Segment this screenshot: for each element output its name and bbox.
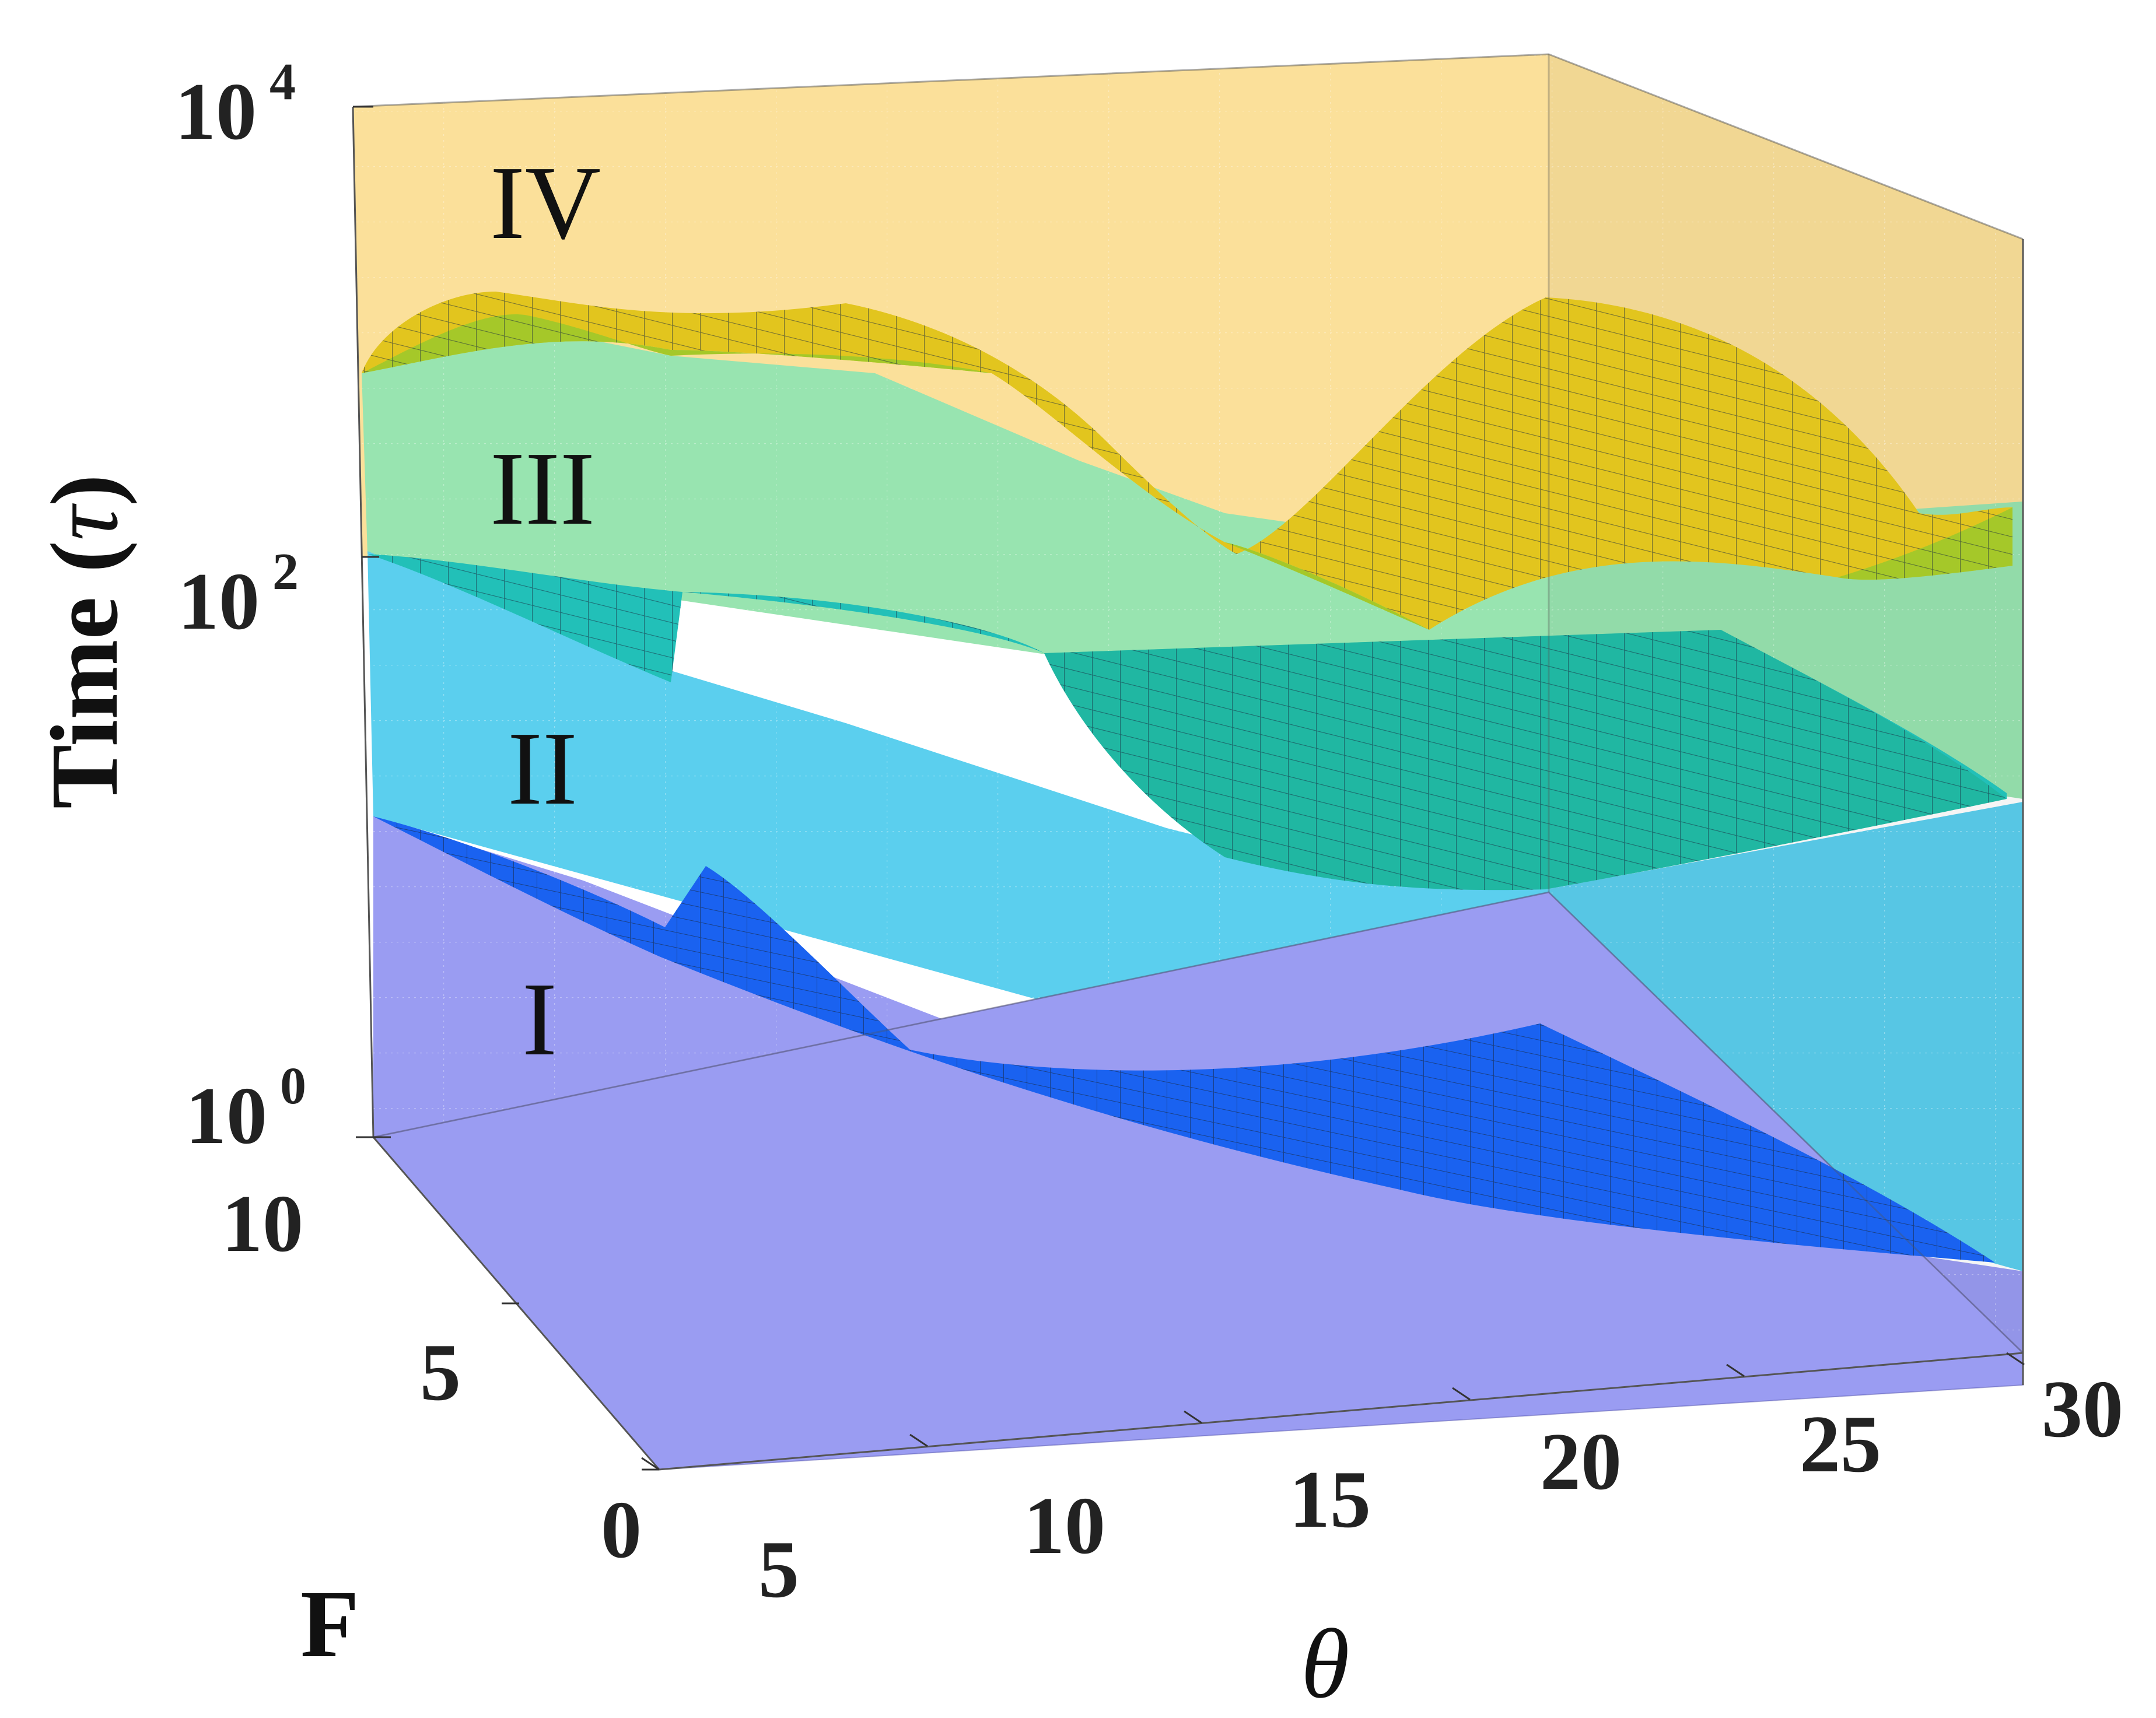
theta-tick-10: 10	[1024, 1481, 1105, 1571]
region-label-i: I	[522, 961, 557, 1077]
z-axis-title: Time (τ)	[31, 474, 138, 809]
theta-axis-title: θ	[1301, 1609, 1350, 1718]
f-tick-10: 10	[222, 1179, 303, 1269]
svg-text:Time (τ): Time (τ)	[31, 474, 138, 809]
surface-boundary-3-4	[362, 292, 2013, 630]
region-label-ii: II	[508, 710, 578, 826]
svg-text:4: 4	[270, 53, 296, 111]
tick-marks	[353, 106, 2025, 1471]
svg-text:10: 10	[178, 556, 260, 647]
f-tick-0: 0	[601, 1485, 642, 1575]
region-label-iii: III	[490, 430, 595, 546]
svg-text:10: 10	[186, 1071, 267, 1161]
theta-tick-5: 5	[758, 1524, 799, 1615]
region-label-iv: IV	[490, 145, 601, 261]
z-tick-10-2: 10 2	[178, 543, 299, 647]
svg-text:0: 0	[280, 1057, 306, 1115]
theta-tick-20: 20	[1540, 1417, 1622, 1507]
f-tick-5: 5	[420, 1327, 461, 1418]
svg-text:10: 10	[175, 66, 257, 157]
z-tick-10-4: 10 4	[175, 53, 296, 157]
surface-boundary-1-2	[373, 816, 1995, 1263]
theta-tick-15: 15	[1289, 1454, 1371, 1545]
svg-text:2: 2	[272, 543, 299, 601]
theta-tick-25: 25	[1800, 1399, 1881, 1489]
z-tick-10-0: 10 0	[186, 1057, 306, 1161]
f-axis-title: F	[300, 1570, 359, 1677]
theta-tick-30: 30	[2042, 1364, 2123, 1454]
surface-boundary-2-3	[368, 554, 2007, 890]
